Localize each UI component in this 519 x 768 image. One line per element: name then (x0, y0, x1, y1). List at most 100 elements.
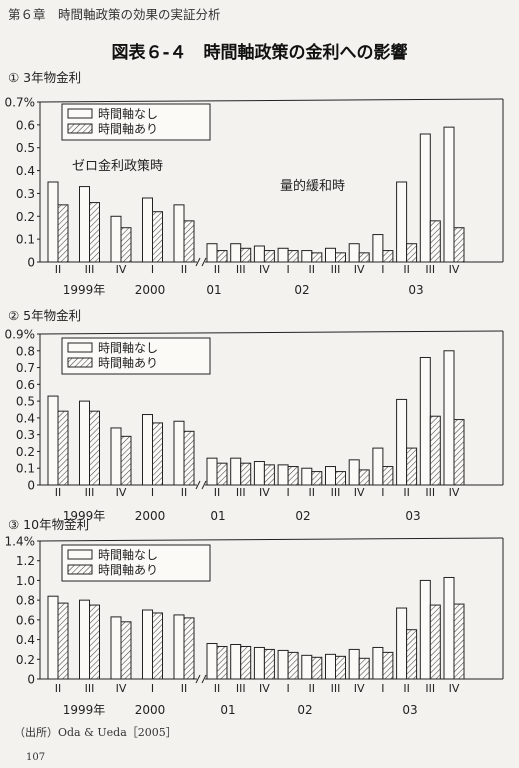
bar-with-time-axis (240, 645, 252, 680)
bar-no-time-axis (206, 457, 218, 486)
y-tick-label: 0.4 (16, 164, 35, 178)
category-label: I (286, 263, 289, 276)
y-tick-label: 0.1 (16, 462, 35, 476)
bar-no-time-axis (206, 643, 218, 680)
legend-swatch-hatched (67, 564, 93, 575)
category-label: III (236, 263, 246, 276)
bar-no-time-axis (110, 616, 122, 680)
bar-no-time-axis (173, 614, 185, 680)
bar-with-time-axis (382, 250, 394, 263)
bar-with-time-axis (152, 612, 163, 680)
year-label: 2000 (135, 509, 166, 523)
bar-no-time-axis (110, 427, 122, 486)
y-tick-label: 0.8 (16, 594, 35, 608)
bar-no-time-axis (372, 447, 384, 486)
bar-with-time-axis (406, 447, 418, 486)
y-tick-label: 0.3 (16, 428, 35, 442)
annotation-zero-rate: ゼロ金利政策時 (72, 158, 163, 174)
bar-no-time-axis (348, 459, 360, 486)
legend-label: 時間軸なし (98, 548, 158, 562)
bar-with-time-axis (240, 247, 252, 263)
running-head: 第６章 時間軸政策の効果の実証分析 (8, 7, 221, 22)
bar-no-time-axis (142, 414, 153, 486)
bar-no-time-axis (277, 649, 289, 680)
category-label: II (55, 486, 62, 499)
bar-with-time-axis (429, 415, 441, 486)
bar-no-time-axis (396, 398, 408, 486)
bar-no-time-axis (348, 648, 360, 680)
category-label: II (214, 263, 221, 276)
bar-with-time-axis (89, 202, 100, 263)
bar-with-time-axis (183, 220, 195, 263)
category-label: I (151, 682, 154, 695)
bar-with-time-axis (240, 462, 252, 486)
category-label: I (381, 682, 384, 695)
bar-with-time-axis (406, 629, 418, 680)
bar-no-time-axis (325, 247, 336, 263)
top-border (39, 537, 504, 542)
y-tick-label: 0.2 (16, 210, 35, 224)
bar-with-time-axis (57, 602, 69, 680)
bar-with-time-axis (287, 466, 299, 486)
category-label: I (381, 263, 384, 276)
bar-no-time-axis (230, 644, 242, 680)
y-tick-label: 0 (27, 256, 35, 270)
axis-break-mark (201, 674, 207, 684)
category-label: I (151, 486, 154, 499)
year-label: 1999年 (63, 509, 106, 523)
bar-no-time-axis (348, 243, 360, 263)
figure-title: 図表６-４ 時間軸政策の金利への影響 (111, 43, 408, 63)
y-tick-label: 0.6 (16, 378, 35, 392)
bar-no-time-axis (396, 607, 408, 680)
category-label: II (55, 682, 62, 695)
axis-break-mark (201, 480, 207, 490)
category-label: II (309, 263, 316, 276)
year-label: 01 (210, 509, 225, 523)
y-tick-label: 0 (27, 673, 35, 687)
bar-with-time-axis (311, 252, 323, 263)
category-label: I (151, 263, 154, 276)
bar-with-time-axis (120, 435, 132, 486)
y-tick-label: 1.0 (16, 574, 35, 588)
y-tick-label: 0.3 (16, 187, 35, 201)
category-label: IV (354, 486, 365, 499)
year-label: 02 (297, 703, 312, 717)
category-label: IV (354, 263, 365, 276)
axis-break-gap (197, 674, 205, 684)
bar-with-time-axis (152, 211, 163, 263)
bar-with-time-axis (453, 603, 465, 680)
bar-no-time-axis (79, 400, 90, 486)
category-label: II (181, 682, 188, 695)
bar-with-time-axis (429, 604, 441, 680)
bar-with-time-axis (216, 645, 228, 680)
year-label: 03 (405, 509, 420, 523)
category-label: III (85, 486, 95, 499)
year-label: 02 (294, 283, 309, 297)
bar-no-time-axis (443, 350, 455, 486)
bar-no-time-axis (277, 464, 289, 486)
category-label: IV (354, 682, 365, 695)
bar-no-time-axis (173, 420, 185, 486)
year-label: 03 (408, 283, 423, 297)
bar-no-time-axis (47, 395, 59, 486)
axis-break-gap (197, 257, 205, 267)
bar-with-time-axis (335, 655, 346, 680)
bar-with-time-axis (89, 410, 100, 486)
category-label: III (425, 263, 435, 276)
category-label: III (85, 263, 95, 276)
category-label: II (309, 682, 316, 695)
bar-no-time-axis (173, 204, 185, 263)
year-label: 2000 (135, 703, 166, 717)
y-tick-label: 0.7 (16, 361, 35, 375)
bar-no-time-axis (443, 576, 455, 680)
top-border (39, 330, 504, 335)
bar-with-time-axis (263, 250, 275, 263)
bar-no-time-axis (142, 197, 153, 263)
y-tick-label: 0.4 (16, 411, 35, 425)
category-label: I (381, 486, 384, 499)
bar-no-time-axis (325, 653, 336, 680)
bar-with-time-axis (358, 469, 370, 486)
